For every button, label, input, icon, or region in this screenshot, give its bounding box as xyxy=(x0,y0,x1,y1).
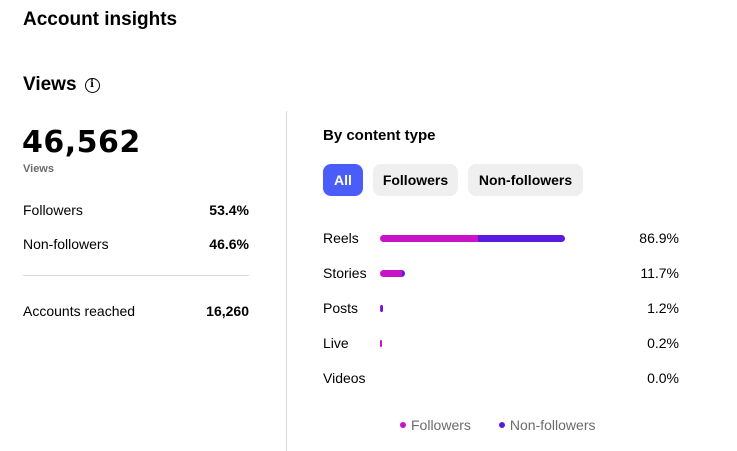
content-bar-track xyxy=(380,375,593,382)
followers-stat-row: Followers 53.4% xyxy=(23,202,249,218)
content-bar xyxy=(380,270,405,277)
non-followers-stat-value: 46.6% xyxy=(209,236,249,252)
content-row-live: Live 0.2% xyxy=(323,335,679,353)
views-section-title: Views i xyxy=(23,74,100,96)
non-followers-stat-row: Non-followers 46.6% xyxy=(23,236,249,252)
legend-non-followers: Non-followers xyxy=(498,417,596,433)
content-row-label: Videos xyxy=(323,370,366,386)
content-row-label: Live xyxy=(323,335,349,351)
chart-legend: Followers Non-followers xyxy=(400,417,596,433)
content-bar-track xyxy=(380,340,593,347)
content-bar xyxy=(380,235,566,242)
views-total-caption: Views xyxy=(23,163,54,175)
content-row-percent: 86.9% xyxy=(639,230,679,246)
content-bar xyxy=(380,305,383,312)
bar-segment-followers xyxy=(380,340,382,347)
info-icon[interactable]: i xyxy=(84,77,100,93)
legend-label: Followers xyxy=(411,417,471,433)
accounts-reached-label: Accounts reached xyxy=(23,303,136,319)
views-total: 46,562 xyxy=(22,125,141,160)
content-row-label: Stories xyxy=(323,265,367,281)
legend-dot xyxy=(400,422,406,428)
views-title: Views xyxy=(23,74,77,95)
legend-label: Non-followers xyxy=(509,417,596,433)
legend-dot xyxy=(498,422,505,428)
content-bar-track xyxy=(380,270,593,277)
content-row-reels: Reels 86.9% xyxy=(323,230,679,248)
column-divider xyxy=(286,111,287,451)
page-title: Account insights xyxy=(23,9,178,30)
bar-segment-non-followers xyxy=(402,270,405,277)
filter-non-followers-chip[interactable]: Non-followers xyxy=(468,164,583,196)
stats-divider xyxy=(23,275,249,276)
followers-stat-label: Followers xyxy=(23,202,83,218)
bar-segment-followers xyxy=(380,235,479,242)
content-bar-track xyxy=(380,305,593,312)
followers-stat-value: 53.4% xyxy=(209,202,249,218)
content-row-posts: Posts 1.2% xyxy=(323,300,679,318)
bar-segment-followers xyxy=(380,270,403,277)
content-bar xyxy=(380,340,382,347)
accounts-reached-value: 16,260 xyxy=(206,303,249,319)
content-row-percent: 0.0% xyxy=(647,370,679,386)
content-row-stories: Stories 11.7% xyxy=(323,265,679,283)
accounts-reached-row: Accounts reached 16,260 xyxy=(23,303,249,319)
filter-followers-chip[interactable]: Followers xyxy=(373,164,458,196)
filter-all-chip[interactable]: All xyxy=(323,164,363,196)
content-row-percent: 0.2% xyxy=(647,335,679,351)
content-type-title: By content type xyxy=(323,127,436,144)
content-row-label: Reels xyxy=(323,230,359,246)
legend-followers: Followers xyxy=(400,417,471,433)
content-row-videos: Videos 0.0% xyxy=(323,370,679,388)
content-row-percent: 11.7% xyxy=(640,265,679,281)
content-row-label: Posts xyxy=(323,300,359,316)
non-followers-stat-label: Non-followers xyxy=(23,236,109,252)
bar-segment-non-followers xyxy=(380,305,383,312)
content-row-percent: 1.2% xyxy=(647,300,679,316)
content-bar-track xyxy=(380,235,593,242)
bar-segment-non-followers xyxy=(478,235,566,242)
bar-segment-followers xyxy=(380,305,381,312)
